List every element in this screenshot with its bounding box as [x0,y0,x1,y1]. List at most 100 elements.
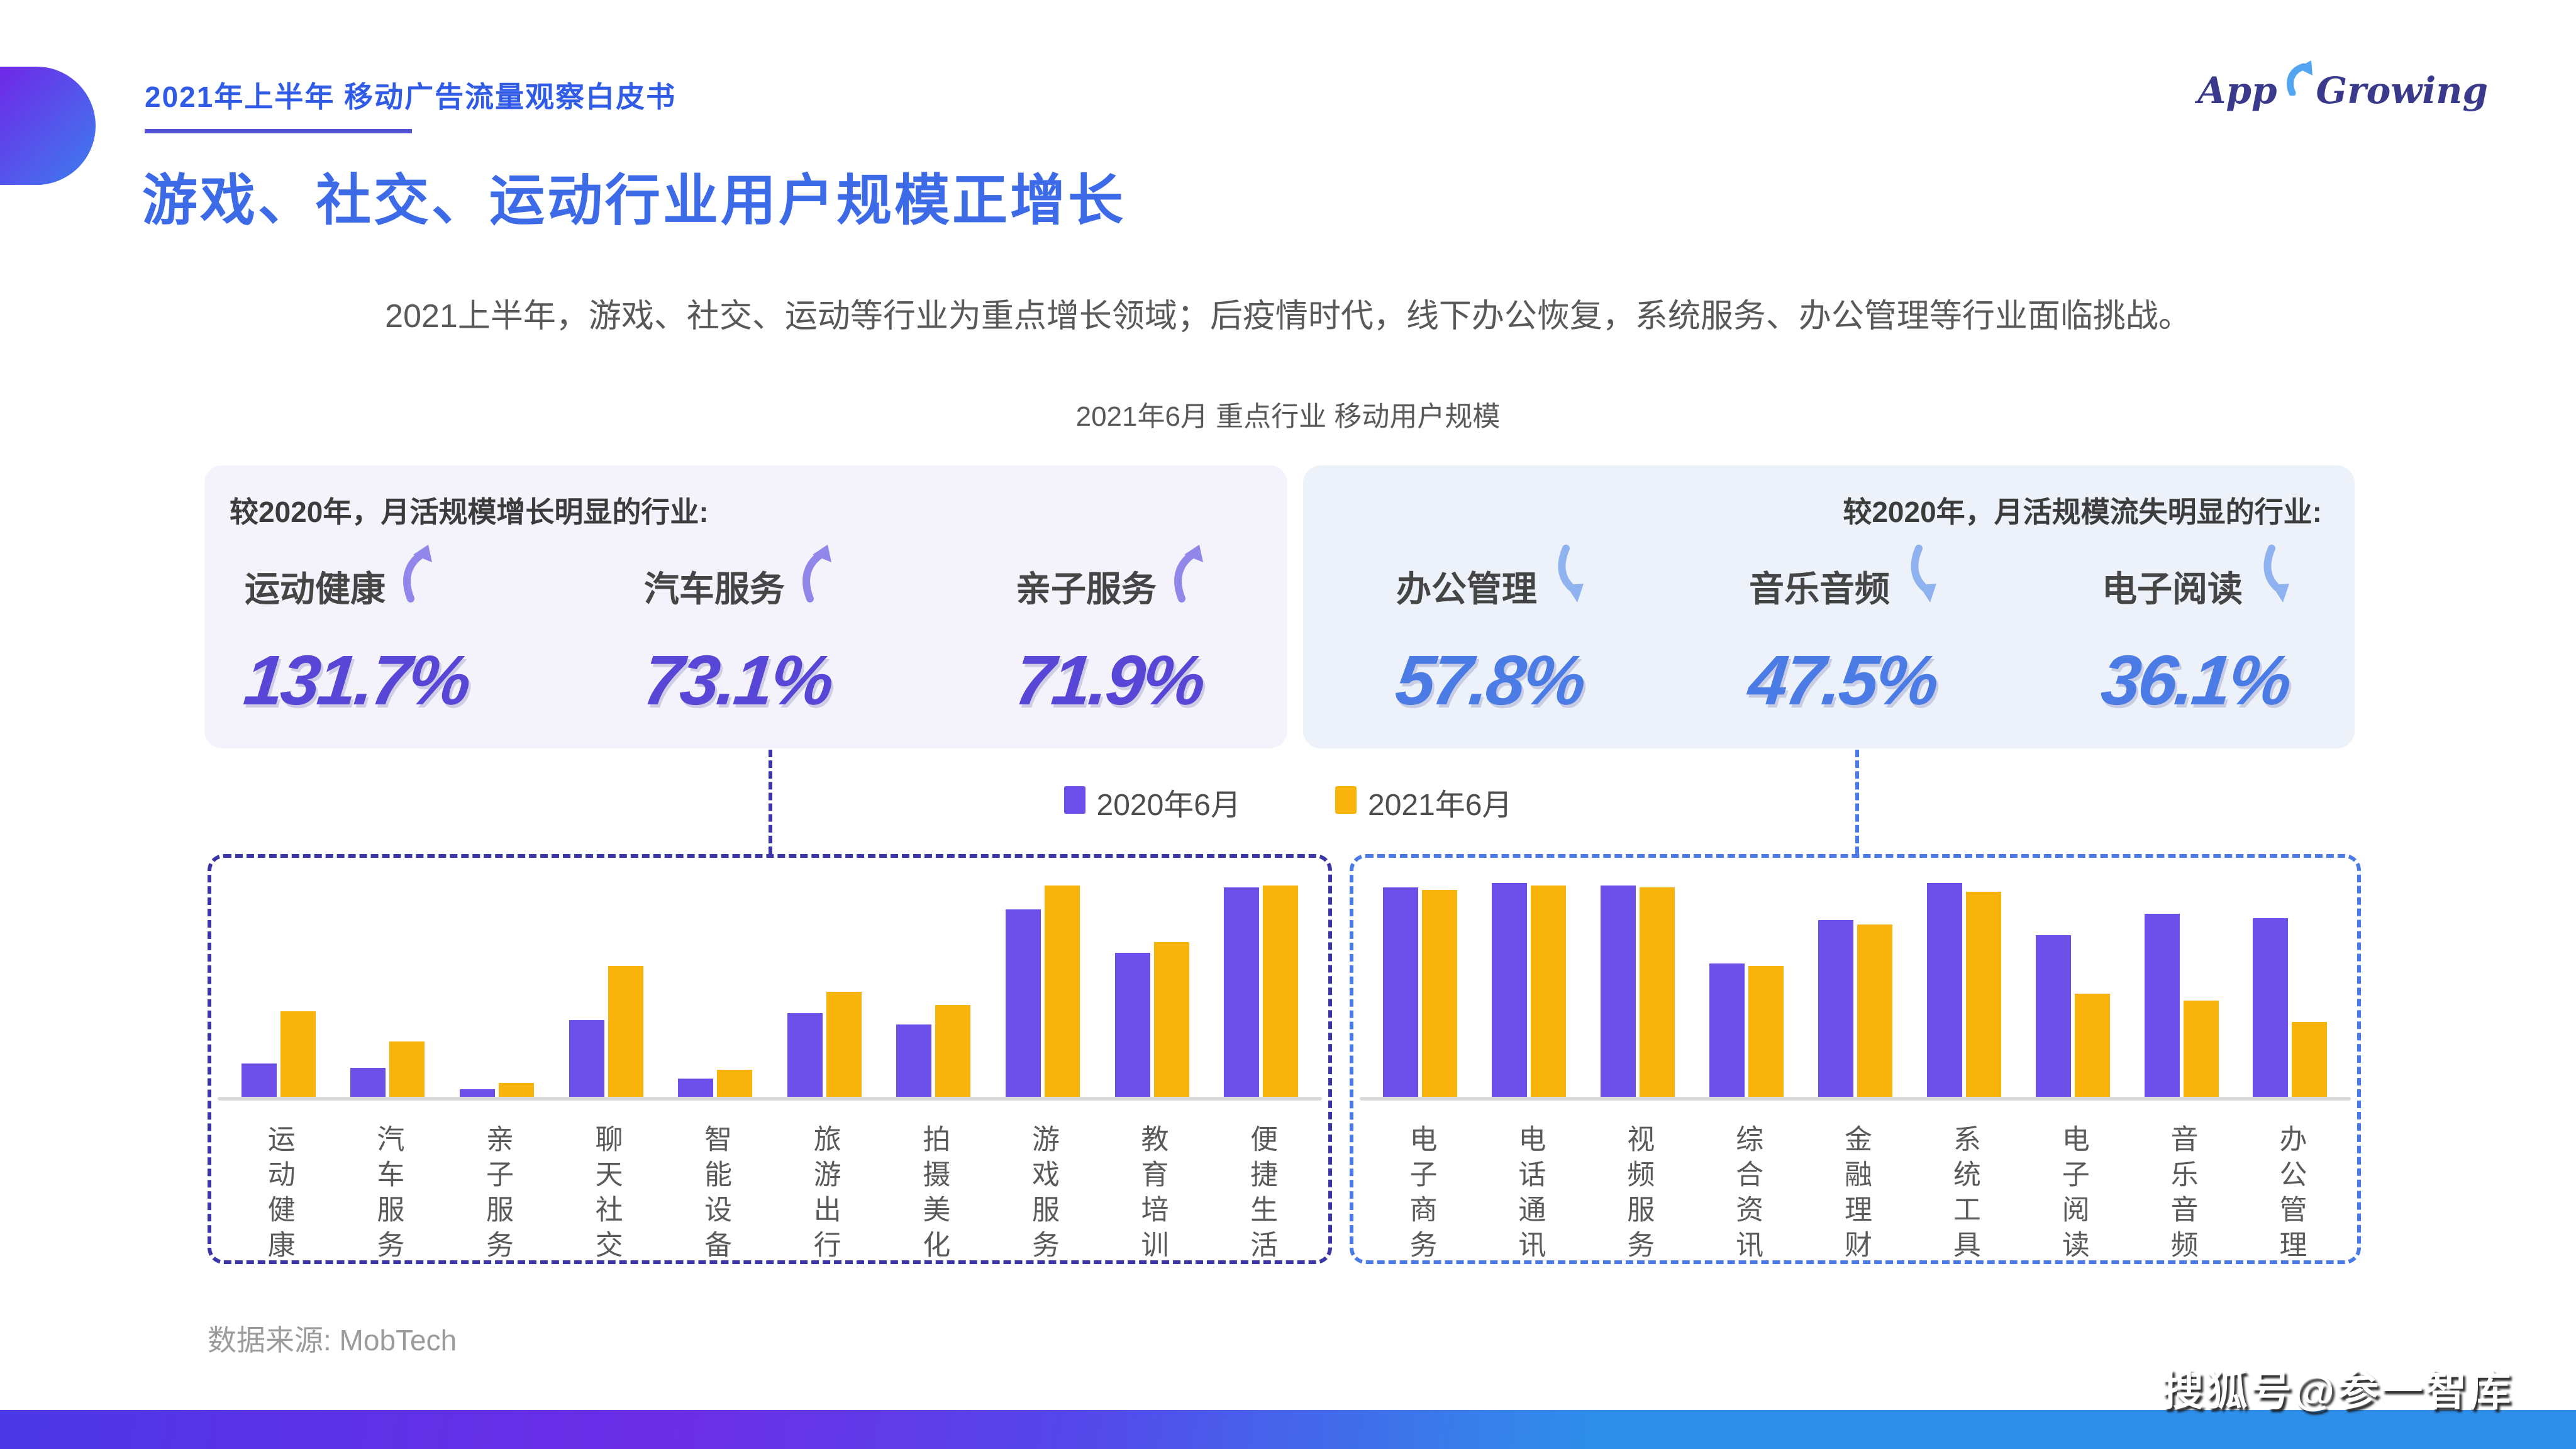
legend-label-2021: 2021年6月 [1368,789,1513,822]
bar-2021年6月-电子阅读 [2074,994,2110,1098]
bar-2021年6月-汽车服务 [389,1041,425,1098]
bar-2020年6月-电子阅读 [2035,935,2071,1098]
bar-2020年6月-电子商务 [1383,887,1419,1098]
highlight-item-e-reading: 电子阅读 36.1% [2097,545,2298,721]
bar-2021年6月-音乐音频 [2183,1001,2219,1098]
bar-2021年6月-电话通讯 [1531,886,1567,1098]
decline-plot-area [1366,858,2345,1098]
bar-2021年6月-教育培训 [1153,942,1189,1098]
bar-2020年6月-亲子服务 [459,1089,495,1098]
logo-text-app: App [2197,69,2277,112]
category-label-cell: 系统工具 [1927,1124,2001,1265]
legend-swatch-2021 [1335,786,1357,814]
highlight-value: 131.7% [240,641,473,719]
highlight-value: 57.8% [1392,641,1588,719]
bar-2021年6月-聊天社交 [608,966,643,1098]
bar-2020年6月-视频服务 [1601,886,1636,1098]
bar-2020年6月-电话通讯 [1492,883,1528,1098]
category-label-cell: 运动健康 [242,1124,316,1265]
highlight-item-sport-health: 运动健康 131.7% [240,545,472,721]
bar-pair-电子阅读 [2035,935,2110,1098]
bar-pair-智能设备 [678,1070,753,1098]
highlight-label: 电子阅读 [2102,569,2243,609]
bar-2020年6月-汽车服务 [350,1068,386,1098]
up-arrow-icon [801,545,840,606]
bar-pair-便捷生活 [1224,886,1299,1098]
category-label: 视频服务 [1623,1124,1654,1265]
up-arrow-icon [1173,545,1212,606]
bar-pair-电话通讯 [1492,883,1567,1098]
legend-swatch-2020 [1063,786,1085,814]
category-label: 系统工具 [1948,1124,1980,1265]
bar-pair-金融理财 [1818,920,1892,1098]
bar-2021年6月-便捷生活 [1263,886,1299,1098]
highlight-value: 36.1% [2097,641,2294,719]
down-arrow-icon [1553,545,1592,606]
down-arrow-icon [2259,545,2298,606]
bar-2020年6月-金融理财 [1818,920,1853,1098]
down-arrow-icon [1906,545,1945,606]
bar-2021年6月-旅游出行 [826,992,862,1098]
chart-group-growth: 运动健康 汽车服务 亲子服务 聊天社交 智能设备 旅游出行 拍摄美化 游戏服务 教育培训 便捷生活 [208,854,1332,1265]
bar-2020年6月-游戏服务 [1005,909,1041,1098]
bar-2021年6月-拍摄美化 [935,1005,971,1098]
category-label: 音乐音频 [2166,1124,2197,1265]
watermark-text: 搜狐号@参一智库 [2162,1367,2513,1414]
bar-pair-亲子服务 [459,1083,534,1098]
bar-2020年6月-智能设备 [678,1079,714,1098]
bar-2021年6月-办公管理 [2292,1022,2328,1098]
page-title: 游戏、社交、运动行业用户规模正增长 [142,169,1126,231]
bottom-gradient-bar [0,1410,2576,1449]
bar-pair-游戏服务 [1005,886,1080,1098]
decline-category-labels: 电子商务 电话通讯 视频服务 综合资讯 金融理财 系统工具 电子阅读 音乐音频 办公管理 [1366,1124,2345,1265]
chart-group-decline: 电子商务 电话通讯 视频服务 综合资讯 金融理财 系统工具 电子阅读 音乐音频 办公管理 [1350,854,2361,1265]
category-label: 游戏服务 [1027,1124,1058,1265]
category-label-cell: 汽车服务 [350,1124,425,1265]
bar-pair-电子商务 [1383,887,1458,1098]
category-label-cell: 办公管理 [2253,1124,2327,1265]
category-label: 旅游出行 [809,1124,840,1265]
growth-connector-line [769,750,772,854]
bar-2020年6月-聊天社交 [569,1020,604,1098]
category-label: 金融理财 [1840,1124,1871,1265]
category-label-cell: 亲子服务 [460,1124,534,1265]
bar-2020年6月-办公管理 [2253,918,2289,1098]
category-label-cell: 金融理财 [1818,1124,1892,1265]
category-label-cell: 教育培训 [1115,1124,1189,1265]
bar-2020年6月-音乐音频 [2144,914,2180,1098]
growth-axis-baseline [218,1097,1322,1101]
highlight-value: 73.1% [640,641,836,719]
bar-pair-视频服务 [1601,886,1675,1098]
legend-item-2021: 2021年6月 [1335,780,1512,824]
bar-2020年6月-拍摄美化 [896,1024,932,1098]
decline-panel-items: 办公管理 57.8% 音乐音频 47.5% 电子阅读 [1303,545,2355,721]
highlight-value: 71.9% [1011,641,1208,719]
decline-highlight-panel: 较2020年，月活规模流失明显的行业: 办公管理 57.8% 音乐音频 [1303,465,2355,748]
app-growing-logo: App Growing [2197,60,2488,112]
bar-2021年6月-综合资讯 [1748,966,1784,1098]
bar-pair-旅游出行 [787,992,862,1098]
decline-connector-line [1855,750,1859,854]
category-label: 综合资讯 [1731,1124,1763,1265]
highlight-item-office-management: 办公管理 57.8% [1392,545,1592,721]
growth-panel-header: 较2020年，月活规模增长明显的行业: [230,496,709,528]
bar-2021年6月-视频服务 [1640,887,1675,1098]
growth-panel-items: 运动健康 131.7% 汽车服务 73.1% 亲子服务 [204,545,1287,721]
legend-item-2020: 2020年6月 [1063,780,1241,824]
bar-pair-综合资讯 [1709,963,1784,1098]
highlight-value: 47.5% [1745,641,1941,719]
bar-pair-运动健康 [241,1011,316,1098]
bar-2020年6月-旅游出行 [787,1013,823,1098]
category-label: 电子阅读 [2057,1124,2089,1265]
bar-2021年6月-金融理财 [1857,924,1892,1098]
highlight-item-car-service: 汽车服务 73.1% [640,545,840,721]
chart-title: 2021年6月 重点行业 移动用户规模 [1075,401,1501,432]
up-arrow-icon [402,545,441,606]
highlight-label: 办公管理 [1396,569,1537,609]
bar-pair-教育培训 [1114,942,1189,1098]
logo-text-growing: Growing [2316,69,2488,112]
category-label: 聊天社交 [591,1124,622,1265]
bar-2021年6月-智能设备 [717,1070,753,1098]
category-label-cell: 拍摄美化 [896,1124,970,1265]
